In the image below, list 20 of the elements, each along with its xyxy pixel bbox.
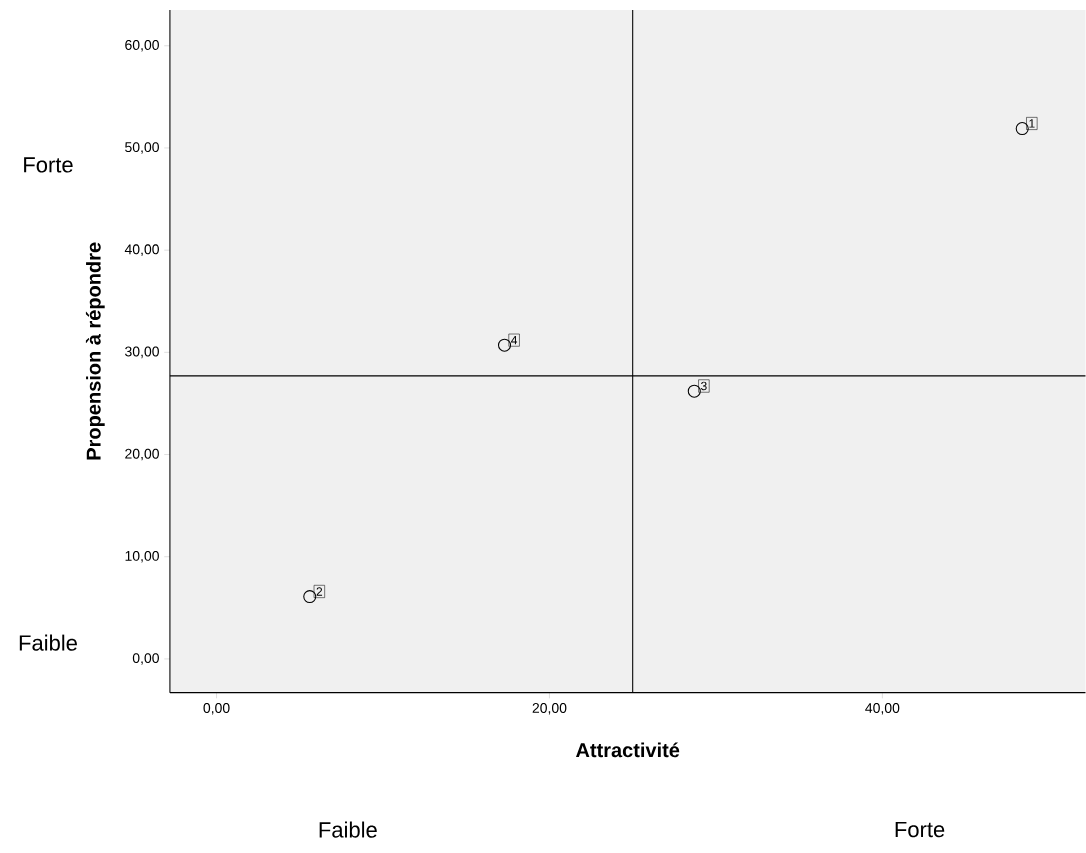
y-tick-label: 0,00 xyxy=(132,653,159,665)
y-tick-label: 40,00 xyxy=(124,244,159,257)
x-tick-label: 0,00 xyxy=(203,703,230,715)
y-tick-label: 20,00 xyxy=(125,448,159,461)
x-tick-label: 40,00 xyxy=(865,703,900,715)
text: Forte xyxy=(895,822,945,838)
y-tick-label: 50,00 xyxy=(125,142,159,154)
y-tick-label: 10,00 xyxy=(125,551,159,563)
text: Forte xyxy=(24,157,73,173)
text: Faible xyxy=(319,821,377,838)
text: Faible xyxy=(19,634,77,651)
annotation: 1 xyxy=(1029,119,1035,128)
x-axis-title: Attractivité xyxy=(575,742,680,758)
annotation: 3 xyxy=(701,381,707,391)
x-tick-label: 20,00 xyxy=(532,703,567,715)
annotation: 2 xyxy=(316,587,323,596)
y-axis-title: Propension à répondre xyxy=(85,242,105,460)
y-tick-label: 30,00 xyxy=(125,346,159,359)
y-tick-label: 60,00 xyxy=(125,40,159,52)
annotation: 4 xyxy=(511,336,518,345)
